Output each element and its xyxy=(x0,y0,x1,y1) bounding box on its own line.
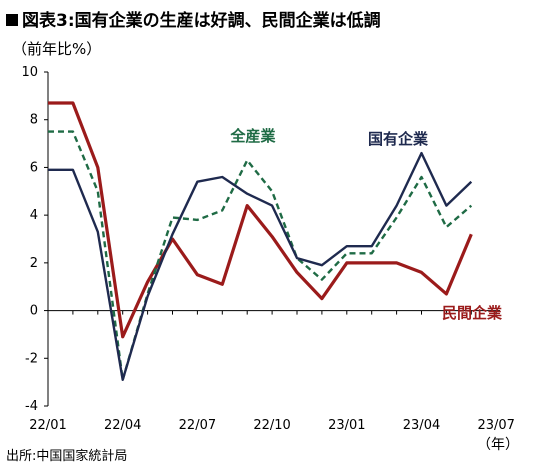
chart-series xyxy=(48,101,473,381)
y-tick-label: 4 xyxy=(30,208,38,223)
source-note: 出所:中国国家統計局 xyxy=(6,449,128,464)
chart-axes: -4 -2 0 2 4 6 8 10 22/01 22/04 22/07 22/10 23/01 23/0… xyxy=(21,65,519,453)
x-tick-label: 22/07 xyxy=(179,418,216,433)
x-tick-label: 22/04 xyxy=(104,418,141,433)
chart-title-text: 図表3:国有企業の生産は好調、民間企業は低調 xyxy=(22,11,381,31)
label-all-industry: 全産業 xyxy=(229,127,276,145)
x-tick-label: 23/04 xyxy=(403,418,440,433)
x-tick-label: 22/01 xyxy=(29,418,66,433)
label-private: 民間企業 xyxy=(442,304,503,322)
y-tick-label: 6 xyxy=(30,160,38,175)
series-line-all-industry xyxy=(48,130,473,381)
series-line-state-owned xyxy=(48,151,473,381)
label-state-owned: 国有企業 xyxy=(368,130,429,148)
y-tick-label: 8 xyxy=(30,113,38,128)
x-tick-label: 23/07 xyxy=(477,418,514,433)
y-tick-label: -4 xyxy=(25,399,38,414)
title-square-icon xyxy=(6,14,18,26)
x-axis-unit-label: （年） xyxy=(477,437,519,453)
y-tick-label: 10 xyxy=(21,65,38,80)
x-tick-label: 22/10 xyxy=(253,418,290,433)
y-tick-label: -2 xyxy=(25,351,38,366)
y-tick-label: 2 xyxy=(30,256,38,271)
y-axis-label: （前年比%） xyxy=(12,40,102,58)
x-tick-label: 23/01 xyxy=(328,418,365,433)
series-line-private xyxy=(48,101,473,339)
chart-title: 図表3:国有企業の生産は好調、民間企業は低調 xyxy=(6,6,381,31)
y-tick-label: 0 xyxy=(30,304,38,319)
